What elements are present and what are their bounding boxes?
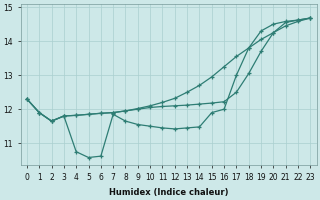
X-axis label: Humidex (Indice chaleur): Humidex (Indice chaleur)	[109, 188, 228, 197]
